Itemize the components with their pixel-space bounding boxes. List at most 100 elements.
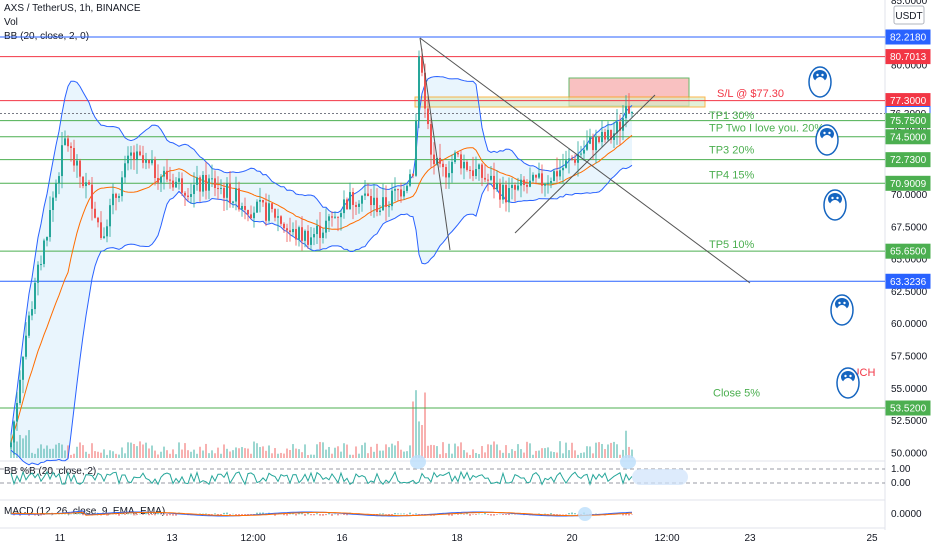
bb-upper-band[interactable]	[10, 75, 633, 435]
volume-bar	[118, 454, 120, 458]
annotation-text[interactable]: TP Two I love you. 20%	[709, 123, 824, 135]
bollinger-bands	[10, 75, 633, 466]
macd-histogram-bar	[40, 514, 42, 516]
candle-body	[106, 226, 108, 237]
candle-body	[103, 236, 105, 238]
volume-bar	[346, 444, 348, 458]
volume-bar	[160, 451, 162, 458]
volume-bar	[493, 441, 495, 458]
volume-bar	[610, 442, 612, 458]
candle-body	[382, 197, 384, 211]
volume-bar	[43, 448, 45, 458]
price-label-text: 80.7013	[890, 52, 927, 63]
macd-histogram-bar	[217, 514, 219, 516]
volume-legend[interactable]: Vol	[4, 17, 18, 28]
volume-bar	[412, 401, 414, 458]
volume-bar	[163, 446, 165, 458]
annotation-text[interactable]: TP3 20%	[709, 145, 754, 157]
macd-histogram-bar	[139, 513, 141, 515]
candle-body	[370, 196, 372, 206]
macd-histogram-bar	[400, 513, 402, 515]
wedge-left-line[interactable]	[419, 37, 451, 251]
candle-body	[184, 192, 186, 196]
macd-histogram-bar	[115, 514, 117, 515]
candle-body	[622, 118, 624, 131]
candle-body	[88, 182, 90, 185]
candle-body	[94, 208, 96, 218]
macd-histogram-bar	[307, 512, 309, 515]
macd-histogram-bar	[76, 513, 78, 515]
descending-trendline[interactable]	[419, 37, 751, 284]
volume-bar	[457, 446, 459, 458]
candle-body	[190, 194, 192, 197]
volume-bar	[271, 453, 273, 458]
volume-bar	[229, 451, 231, 458]
volume-bar	[511, 449, 513, 458]
volume-bar	[577, 454, 579, 458]
candle-body	[238, 188, 240, 210]
macd-histogram-bar	[157, 512, 159, 515]
currency-badge[interactable]	[893, 5, 925, 25]
entry-zone[interactable]	[414, 96, 706, 108]
volume-bar	[571, 442, 573, 458]
candle-body	[523, 179, 525, 185]
candle-body	[580, 153, 582, 155]
volume-bar	[448, 443, 450, 458]
price-label-text: 65.6500	[890, 247, 927, 258]
volume-bar	[247, 448, 249, 458]
candle-body	[514, 184, 516, 190]
price-tick-label: 80.0000	[891, 61, 928, 72]
price-label-tag	[885, 49, 931, 65]
volume-bar	[580, 452, 582, 458]
candle-body	[13, 421, 15, 443]
candle-body	[130, 152, 132, 156]
macd-legend[interactable]: MACD (12, 26, close, 9, EMA, EMA)	[4, 506, 166, 517]
time-tick-label: 13	[166, 533, 178, 544]
candle-body	[79, 160, 81, 177]
bb-percent-legend[interactable]: BB %B (20, close, 2)	[4, 466, 97, 477]
annotation-text[interactable]: TP4 15%	[709, 169, 754, 181]
highlight-dot	[578, 507, 592, 521]
macd-histogram-bar	[274, 514, 276, 516]
volume-bar	[178, 442, 180, 458]
volume-bar	[268, 445, 270, 458]
candle-body	[55, 183, 57, 198]
candle-body	[373, 197, 375, 206]
candle-body	[160, 176, 162, 183]
macd-histogram-bar	[301, 512, 303, 515]
candle-body	[205, 174, 207, 191]
candle-body	[463, 161, 465, 169]
macd-signal-line[interactable]	[10, 511, 633, 517]
volume-bar	[139, 441, 141, 458]
candle-body	[484, 177, 486, 180]
volume-bars	[10, 390, 633, 458]
macd-histogram-bar	[457, 514, 459, 515]
volume-bar	[112, 451, 114, 458]
bbpct-line[interactable]	[10, 470, 633, 486]
bb-basis-line[interactable]	[10, 134, 633, 443]
candle-body	[289, 230, 291, 233]
candle-body	[595, 136, 597, 151]
bb-lower-band[interactable]	[10, 164, 633, 466]
annotation-text[interactable]: S/L @ $77.30	[717, 88, 784, 100]
volume-bar	[565, 442, 567, 458]
volume-bar	[544, 448, 546, 458]
annotation-text[interactable]: Close 5%	[713, 388, 760, 400]
macd-histogram-bar	[73, 512, 75, 515]
ascending-trendline[interactable]	[514, 94, 656, 234]
price-label-tag	[885, 175, 931, 191]
volume-bar	[364, 442, 366, 458]
candle-body	[151, 159, 153, 164]
annotation-text[interactable]: TP1 30%	[709, 110, 754, 122]
candle-body	[364, 193, 366, 196]
annotation-text[interactable]: TP5 10%	[709, 239, 754, 251]
candle-body	[625, 106, 627, 119]
price-label-text: 77.3000	[890, 96, 927, 107]
volume-bar	[172, 449, 174, 458]
candle-body	[292, 229, 294, 233]
candle-body	[148, 160, 150, 164]
macd-line[interactable]	[10, 510, 633, 517]
volume-bar	[85, 451, 87, 458]
volume-bar	[496, 444, 498, 458]
